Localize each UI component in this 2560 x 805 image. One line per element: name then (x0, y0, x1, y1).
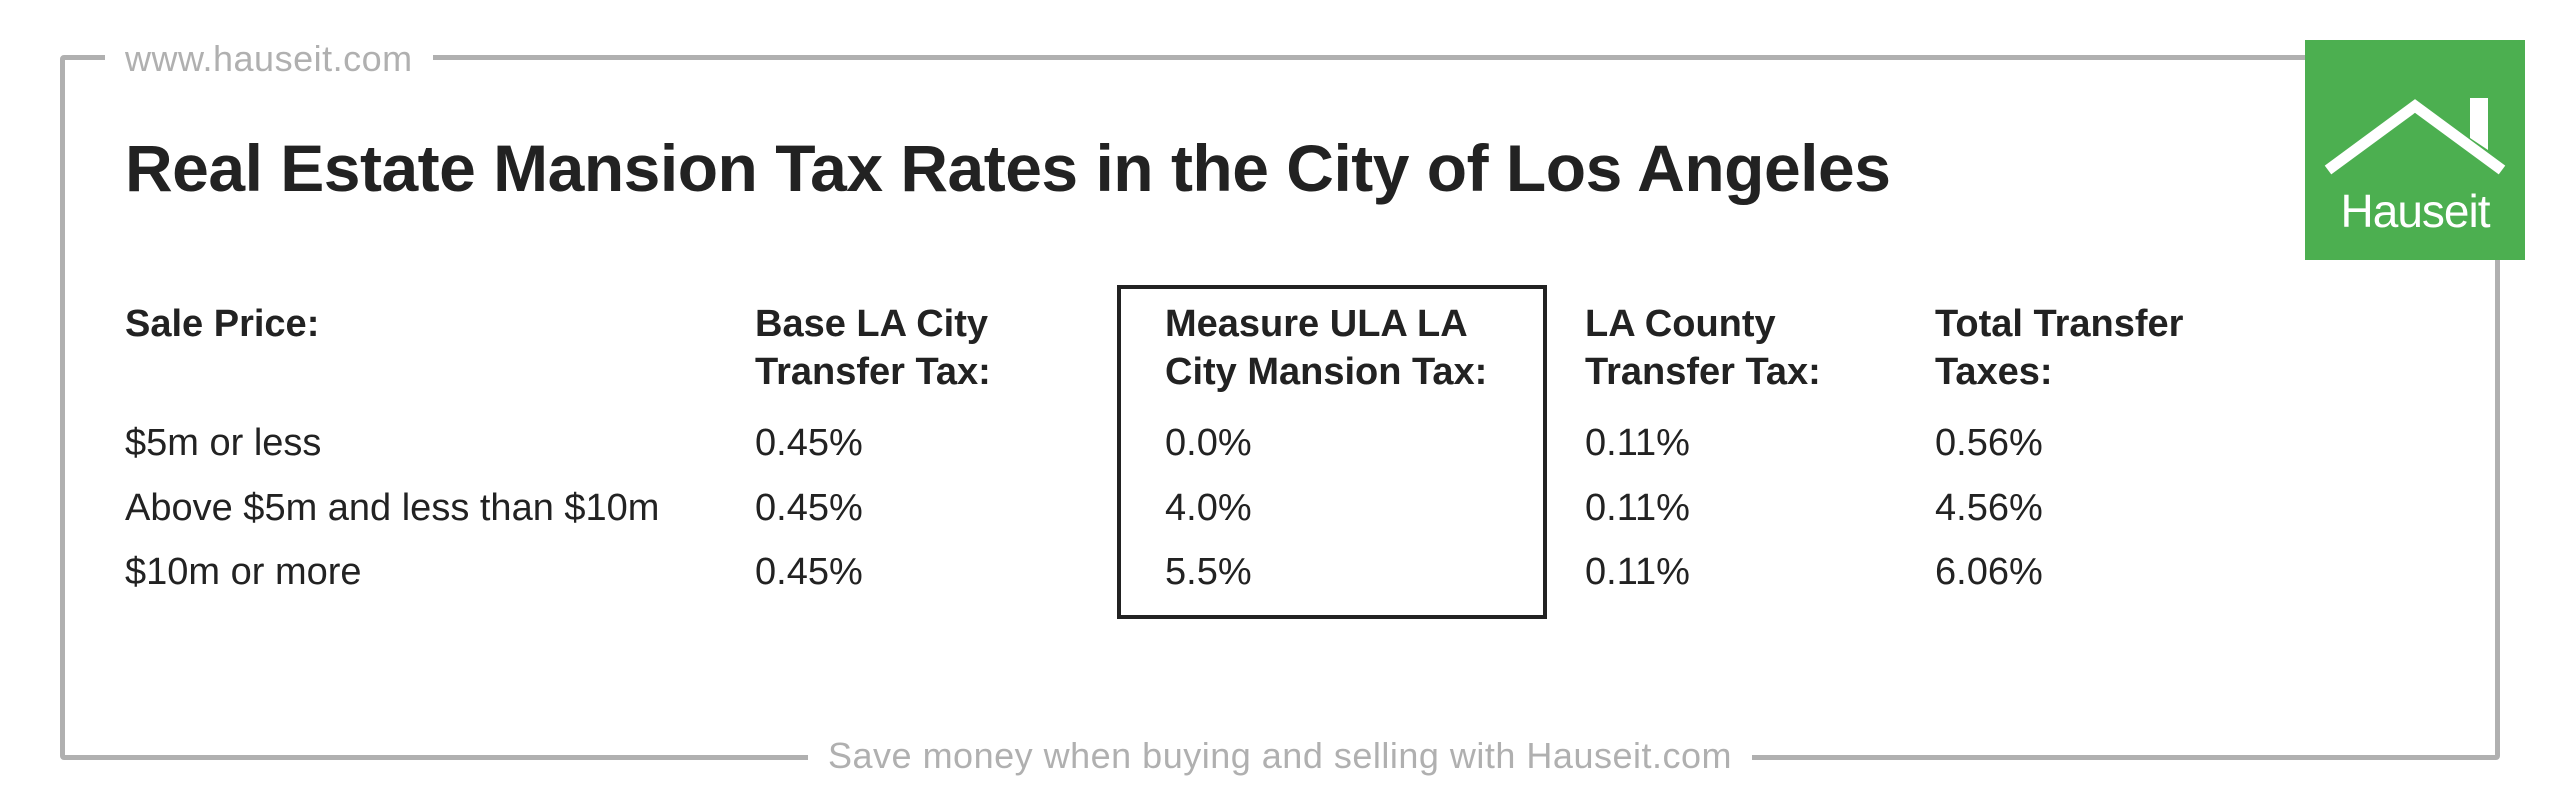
footer-tagline: Save money when buying and selling with … (808, 735, 1752, 777)
house-roof-icon (2320, 88, 2510, 178)
cell-county: 0.11% (1585, 476, 1935, 541)
column-total-tax: Total Transfer Taxes: 0.56% 4.56% 6.06% (1935, 301, 2295, 605)
cell-total: 6.06% (1935, 540, 2295, 605)
cell-base: 0.45% (755, 540, 1135, 605)
cell-total: 0.56% (1935, 411, 2295, 476)
cell-sale: $10m or more (125, 540, 755, 605)
header-mansion: Measure ULA LA City Mansion Tax: (1165, 301, 1535, 411)
column-base-tax: Base LA City Transfer Tax: 0.45% 0.45% 0… (755, 301, 1135, 605)
tax-rate-table: Sale Price: $5m or less Above $5m and le… (125, 301, 2445, 605)
cell-base: 0.45% (755, 411, 1135, 476)
hauseit-logo: Hauseit (2305, 40, 2525, 260)
header-base: Base LA City Transfer Tax: (755, 301, 1135, 411)
column-county-tax: LA County Transfer Tax: 0.11% 0.11% 0.11… (1555, 301, 1935, 605)
header-sale: Sale Price: (125, 301, 755, 411)
info-card-frame: www.hauseit.com Save money when buying a… (60, 55, 2500, 760)
source-url: www.hauseit.com (105, 38, 433, 80)
cell-sale: $5m or less (125, 411, 755, 476)
cell-county: 0.11% (1585, 411, 1935, 476)
cell-mansion: 4.0% (1165, 476, 1535, 541)
cell-total: 4.56% (1935, 476, 2295, 541)
logo-text: Hauseit (2341, 184, 2490, 238)
cell-base: 0.45% (755, 476, 1135, 541)
page-title: Real Estate Mansion Tax Rates in the Cit… (125, 130, 2445, 206)
header-total: Total Transfer Taxes: (1935, 301, 2295, 411)
cell-county: 0.11% (1585, 540, 1935, 605)
column-sale-price: Sale Price: $5m or less Above $5m and le… (125, 301, 755, 605)
cell-mansion: 5.5% (1165, 540, 1535, 605)
column-mansion-tax: Measure ULA LA City Mansion Tax: 0.0% 4.… (1135, 301, 1555, 605)
header-county: LA County Transfer Tax: (1585, 301, 1935, 411)
cell-mansion: 0.0% (1165, 411, 1535, 476)
cell-sale: Above $5m and less than $10m (125, 476, 755, 541)
